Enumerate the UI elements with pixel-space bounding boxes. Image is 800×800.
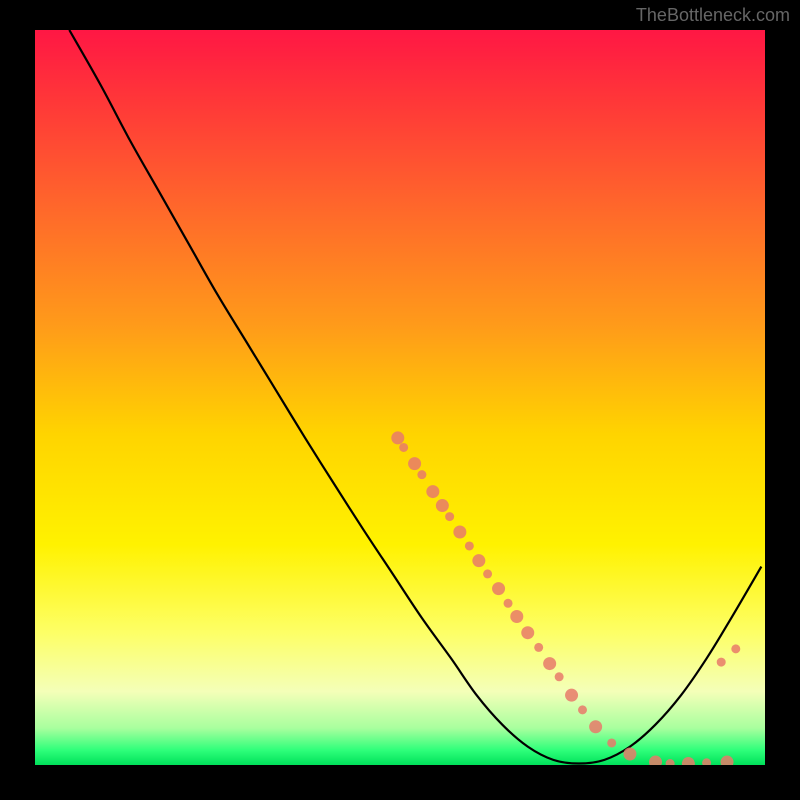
marker-point — [465, 541, 474, 550]
marker-point — [731, 644, 740, 653]
marker-point — [472, 554, 485, 567]
marker-point — [721, 756, 734, 765]
marker-point — [510, 610, 523, 623]
chart-container: TheBottleneck.com — [0, 0, 800, 800]
marker-point — [543, 657, 556, 670]
marker-point — [436, 499, 449, 512]
marker-point — [578, 705, 587, 714]
curve-layer — [35, 30, 765, 765]
marker-point — [702, 758, 711, 765]
marker-point — [717, 658, 726, 667]
marker-point — [555, 672, 564, 681]
marker-point — [504, 599, 513, 608]
marker-point — [426, 485, 439, 498]
marker-point — [417, 470, 426, 479]
bottleneck-curve — [69, 30, 761, 764]
marker-point — [666, 759, 675, 765]
marker-point — [521, 626, 534, 639]
marker-point — [445, 512, 454, 521]
marker-point — [623, 747, 636, 760]
marker-point — [453, 526, 466, 539]
marker-point — [483, 569, 492, 578]
plot-area — [35, 30, 765, 765]
marker-point — [682, 757, 695, 765]
marker-point — [565, 689, 578, 702]
marker-point — [534, 643, 543, 652]
marker-point — [391, 431, 404, 444]
marker-point — [649, 756, 662, 765]
marker-point — [607, 738, 616, 747]
marker-point — [399, 443, 408, 452]
watermark-text: TheBottleneck.com — [636, 5, 790, 26]
marker-point — [492, 582, 505, 595]
marker-point — [589, 720, 602, 733]
scatter-markers — [391, 431, 740, 765]
marker-point — [408, 457, 421, 470]
